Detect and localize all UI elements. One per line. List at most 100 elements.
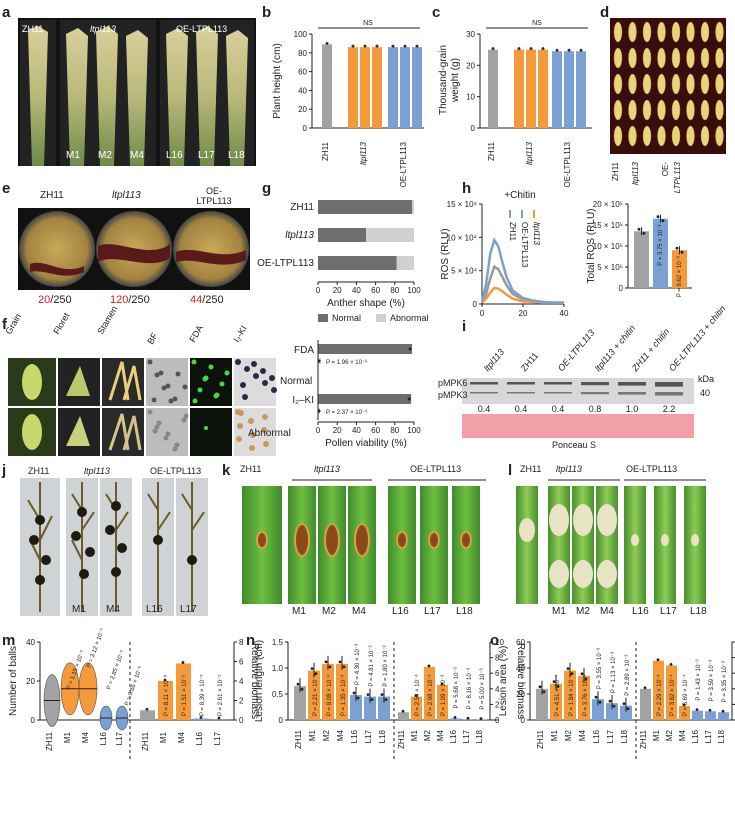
l-label-l18: L18 [690, 606, 707, 617]
k-label-l16: L16 [392, 606, 409, 617]
g2-x-tick-label: 0 [316, 426, 321, 435]
o-bar2 [653, 660, 664, 720]
o-y-tick-label: 40 [516, 664, 525, 673]
m-point [199, 716, 203, 719]
o-point [594, 695, 598, 699]
h-series-line [480, 236, 564, 304]
l-label-zh11: ZH11 [520, 464, 542, 474]
grain-seed [700, 125, 710, 147]
grain-seed [686, 125, 695, 147]
grain-seed [671, 21, 681, 43]
m-point [163, 678, 167, 682]
n-point [310, 667, 314, 670]
i-ponceau: Ponceau S [552, 440, 597, 450]
g2-point [407, 397, 411, 401]
pollen-iki [244, 366, 250, 372]
n-x2-tick-label: L17 [462, 729, 471, 743]
m-x2-tick-label: M1 [159, 731, 168, 743]
g-bar-abnormal [366, 228, 414, 242]
band-pmpk6 [470, 382, 498, 385]
b-x-tick-label: OE-LTPL113 [399, 141, 408, 187]
band-pmpk3 [618, 392, 646, 395]
o-pvalue2: P = 3.82 × 10⁻⁴ [669, 674, 676, 716]
j-label-ltpl113: ltpl113 [84, 466, 110, 476]
grain-seed [657, 47, 666, 69]
l-label-m4: M4 [600, 606, 614, 617]
n-x2-tick-label: M4 [436, 729, 445, 741]
o-point [552, 680, 556, 683]
j-label-m1: M1 [72, 604, 86, 615]
n-point [338, 660, 342, 664]
lesion [519, 518, 535, 542]
l-label-oe: OE-LTPL113 [626, 464, 678, 474]
e-label-zh11: ZH11 [40, 190, 64, 201]
panel-l-leaves [516, 486, 706, 604]
o-point [626, 707, 630, 711]
n-y-tick-label: 0.5 [272, 690, 284, 699]
o-pvalue2: P = 3.35 × 10⁻³ [722, 661, 728, 702]
h2-pvalue: P = 3.75 × 10⁻³ [658, 225, 664, 266]
h-x-tick-label: 40 [560, 309, 569, 318]
o-bar [592, 699, 604, 720]
m-x2-tick-label: M4 [177, 731, 186, 743]
m-y2-tick-label: 8 [239, 638, 244, 647]
n-point2 [479, 717, 483, 721]
pollen-iki-ab [237, 423, 243, 429]
b-point [415, 44, 419, 48]
m-x2-tick-label: L16 [195, 731, 204, 745]
band-pmpk6 [655, 382, 683, 387]
panel-j-panicles [20, 478, 208, 616]
plate-oe [173, 211, 249, 287]
a-label-ltpl113: ltpl113 [90, 24, 116, 34]
n-x2-tick-label: M1 [410, 729, 419, 741]
lesion [597, 504, 617, 536]
g-bar-abnormal [412, 200, 414, 214]
o-bar2 [692, 710, 703, 720]
g-bar-normal [318, 200, 413, 214]
pollen-grain [154, 372, 160, 378]
k-label-l18: L18 [456, 606, 473, 617]
c-bar [564, 51, 574, 128]
n-x2-tick-label: ZH11 [397, 729, 406, 749]
pollen-grain [161, 385, 167, 391]
h-y-tick-label: 15 × 10⁴ [447, 200, 478, 209]
lane-label: ZH11 [519, 351, 540, 374]
b-y-tick-label: 40 [298, 86, 307, 95]
n-point2 [414, 694, 418, 697]
b-bar [400, 47, 410, 128]
pollen-grain [151, 397, 157, 403]
smut-ball [77, 507, 87, 517]
l-label-ltpl113: ltpl113 [556, 464, 582, 474]
n-y-tick-label: 1.5 [272, 638, 284, 647]
lesion [661, 534, 669, 546]
pollen-fda [203, 375, 209, 381]
panel-label-l: l [508, 462, 513, 479]
h2-y-tick-label: 0 [619, 284, 624, 293]
b-point [403, 44, 407, 48]
smut-ball [29, 535, 39, 545]
h-series-line [481, 286, 564, 304]
grain-seed [715, 73, 724, 95]
o-point [584, 677, 588, 681]
m-pvalue2: P = 2.61 × 10⁻⁵ [217, 674, 224, 716]
g-x-tick-label: 100 [407, 286, 421, 295]
b-bar [372, 47, 382, 128]
band-quant: 2.2 [663, 404, 676, 414]
a-label-m4: M4 [130, 150, 144, 161]
panel-label-e: e [2, 180, 11, 197]
d-label: LTPL113 [673, 161, 682, 193]
o-y-label: Lesion area (%) [498, 646, 509, 717]
band-quant: 0.4 [515, 404, 528, 414]
c-y-label: Thousand-grain [438, 45, 449, 115]
o-point [542, 690, 546, 694]
c-bar [552, 51, 562, 128]
b-bar [388, 47, 398, 128]
o-bar2 [666, 665, 677, 720]
j-label-oe: OE-LTPL113 [150, 466, 202, 476]
lesion [256, 531, 268, 549]
grain-seed [642, 47, 652, 69]
c-point [555, 48, 559, 52]
n-x-tick-label: L16 [350, 729, 359, 743]
a-label-l16: L16 [166, 150, 183, 161]
